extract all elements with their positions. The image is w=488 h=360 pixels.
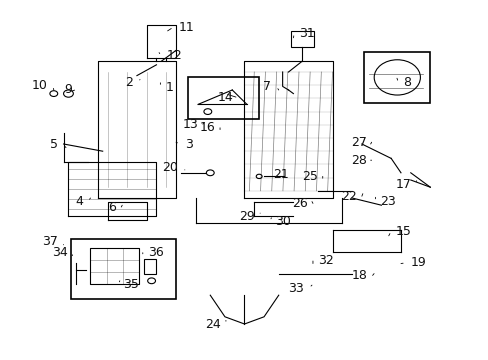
Text: 36: 36 bbox=[147, 246, 163, 259]
Text: 37: 37 bbox=[42, 235, 58, 248]
Text: 13: 13 bbox=[182, 118, 198, 131]
Text: 29: 29 bbox=[239, 210, 255, 222]
Text: 15: 15 bbox=[395, 225, 411, 238]
Text: 31: 31 bbox=[299, 27, 314, 40]
Text: 33: 33 bbox=[288, 282, 304, 294]
Bar bbox=[188, 77, 259, 119]
Text: 12: 12 bbox=[166, 49, 182, 62]
Text: 19: 19 bbox=[410, 256, 426, 269]
Text: 7: 7 bbox=[263, 80, 271, 93]
Text: 34: 34 bbox=[52, 246, 67, 258]
Text: 9: 9 bbox=[64, 83, 72, 96]
Bar bbox=[71, 239, 176, 299]
Text: 35: 35 bbox=[123, 278, 139, 291]
Text: 32: 32 bbox=[317, 255, 333, 267]
Text: 24: 24 bbox=[205, 318, 221, 330]
Bar bbox=[90, 248, 139, 284]
Text: 14: 14 bbox=[218, 91, 233, 104]
Text: 26: 26 bbox=[292, 197, 307, 210]
Text: 8: 8 bbox=[403, 76, 410, 89]
Text: 10: 10 bbox=[32, 79, 48, 92]
Text: 30: 30 bbox=[274, 215, 290, 228]
Bar bbox=[290, 31, 314, 47]
Text: 23: 23 bbox=[380, 195, 395, 208]
Text: 17: 17 bbox=[395, 178, 411, 191]
Text: 25: 25 bbox=[302, 170, 317, 183]
Text: 6: 6 bbox=[108, 201, 116, 213]
Text: 28: 28 bbox=[350, 154, 366, 167]
Text: 18: 18 bbox=[351, 269, 367, 282]
Text: 16: 16 bbox=[199, 121, 215, 134]
Text: 21: 21 bbox=[272, 168, 288, 181]
Text: 2: 2 bbox=[125, 76, 133, 89]
Bar bbox=[144, 259, 156, 274]
Bar bbox=[364, 52, 429, 103]
Text: 11: 11 bbox=[178, 21, 194, 33]
Text: 1: 1 bbox=[165, 81, 173, 94]
Text: 20: 20 bbox=[163, 161, 178, 174]
Text: 4: 4 bbox=[75, 195, 83, 208]
Text: 3: 3 bbox=[184, 138, 192, 150]
Text: 5: 5 bbox=[50, 138, 58, 150]
Text: 27: 27 bbox=[350, 136, 366, 149]
Text: 22: 22 bbox=[341, 190, 356, 203]
